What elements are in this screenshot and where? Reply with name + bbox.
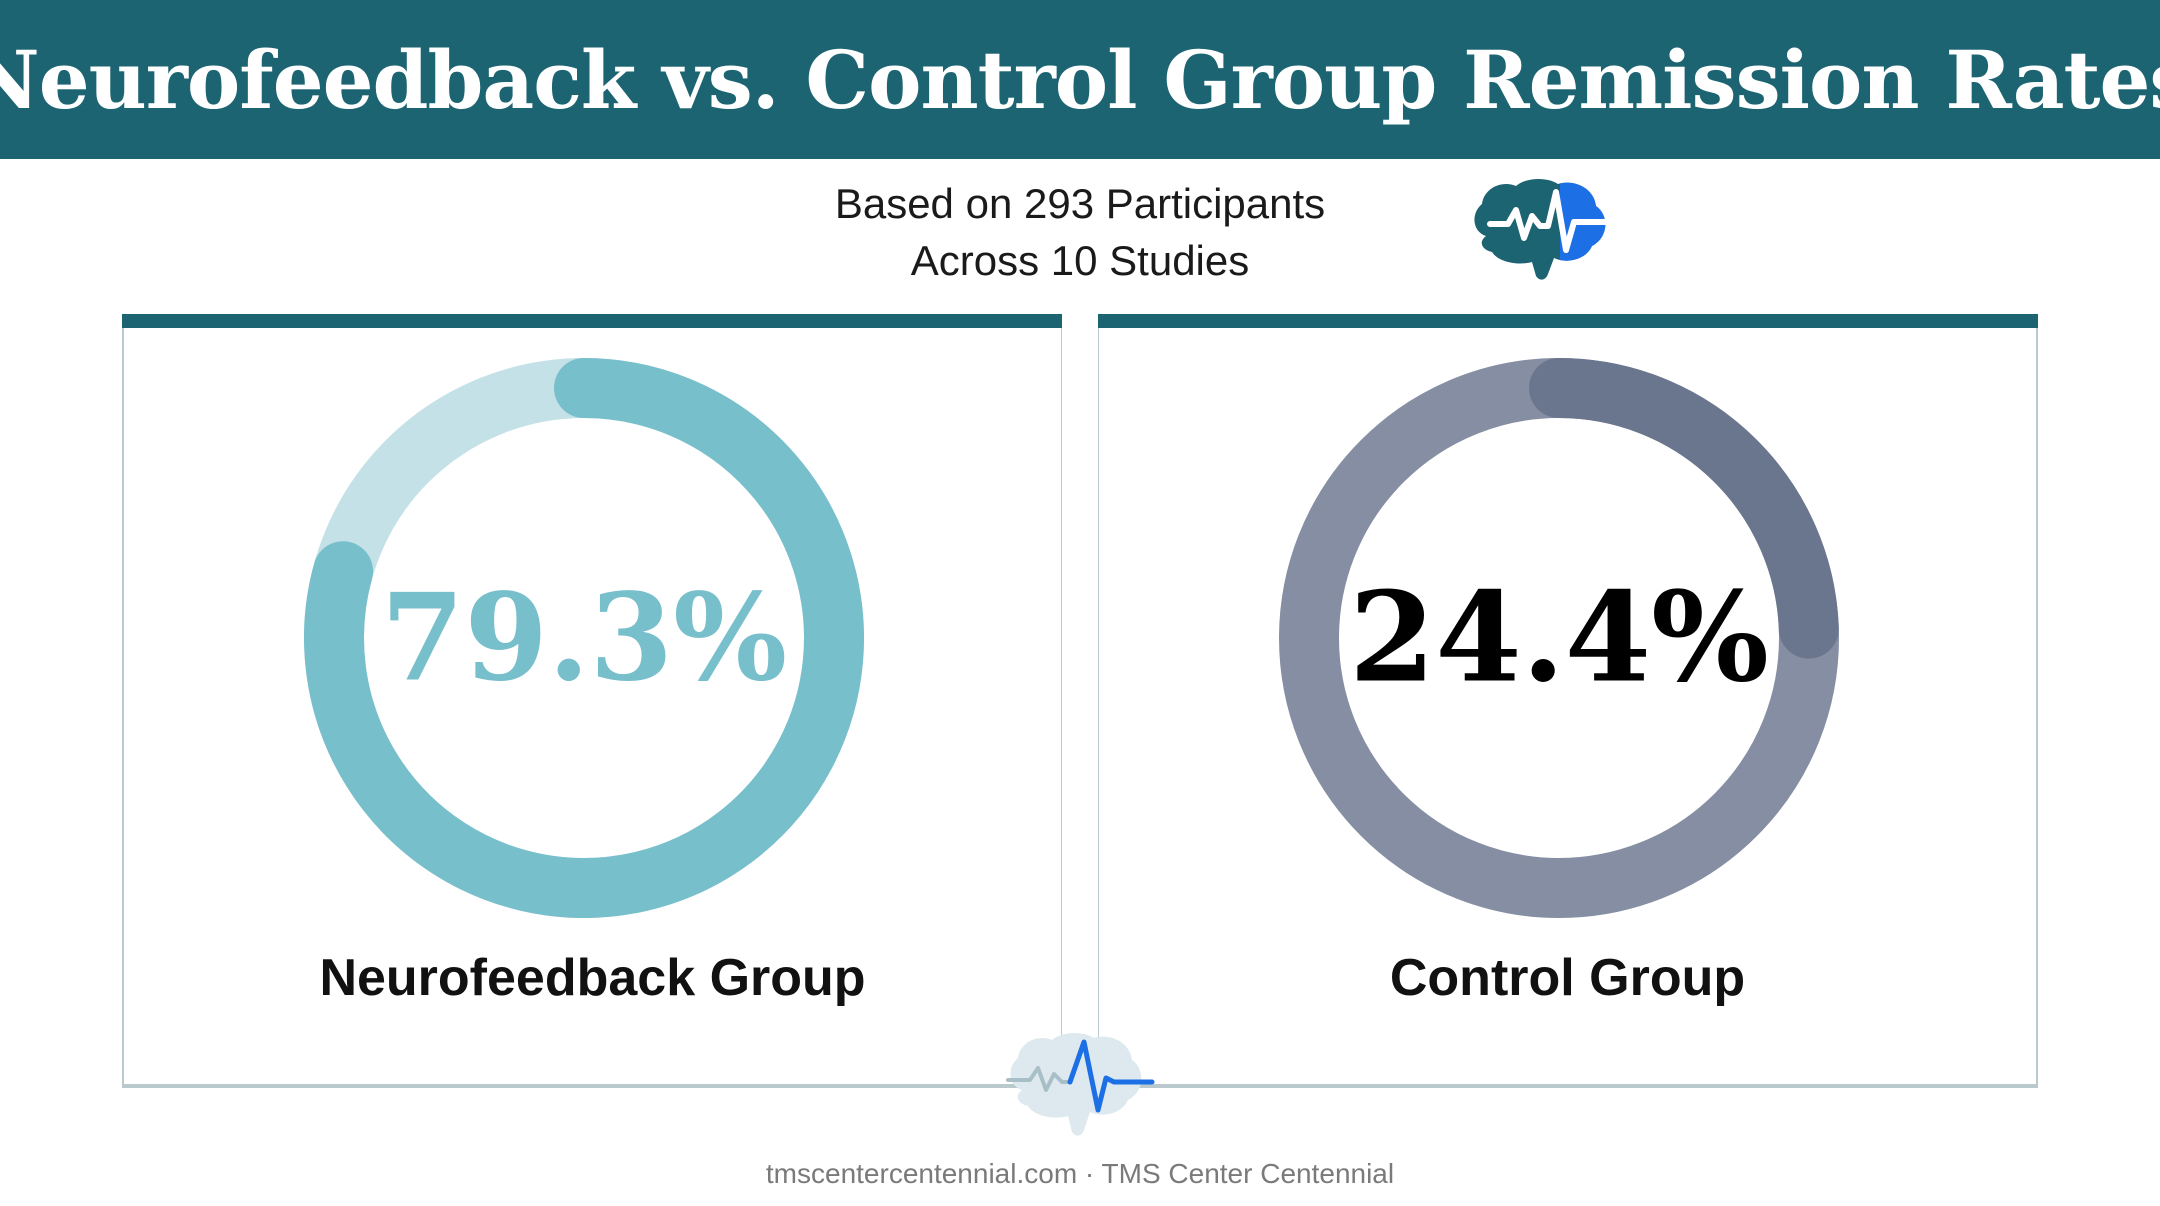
neurofeedback-group-label: Neurofeedback Group [319, 949, 866, 1007]
subtitle: Based on 293 Participants Across 10 Stud… [680, 175, 1480, 289]
brain-pulse-icon [1474, 178, 1614, 280]
brain-pulse-icon [1006, 1032, 1155, 1136]
neurofeedback-panel: 79.3% Neurofeedback Group [122, 314, 1062, 1086]
control-donut-chart: 24.4% [1279, 358, 1839, 918]
neurofeedback-percentage: 79.3% [381, 568, 787, 709]
control-value-arc [1529, 358, 1839, 659]
control-group-label: Control Group [1389, 949, 1746, 1007]
title-banner: Neurofeedback vs. Control Group Remissio… [0, 0, 2160, 159]
neurofeedback-donut-chart: 79.3% [304, 358, 864, 918]
page-title: Neurofeedback vs. Control Group Remissio… [0, 32, 2160, 127]
subtitle-line-2: Across 10 Studies [910, 237, 1250, 284]
control-panel: 24.4% Control Group [1098, 314, 2038, 1086]
control-percentage: 24.4% [1349, 566, 1769, 711]
panel-accent-bar [1098, 314, 2038, 328]
footer-credit: tmscentercentennial.com · TMS Center Cen… [765, 1158, 1395, 1189]
subtitle-line-1: Based on 293 Participants [834, 180, 1326, 227]
panel-accent-bar [122, 314, 1062, 328]
neurofeedback-value-arc [304, 358, 864, 918]
